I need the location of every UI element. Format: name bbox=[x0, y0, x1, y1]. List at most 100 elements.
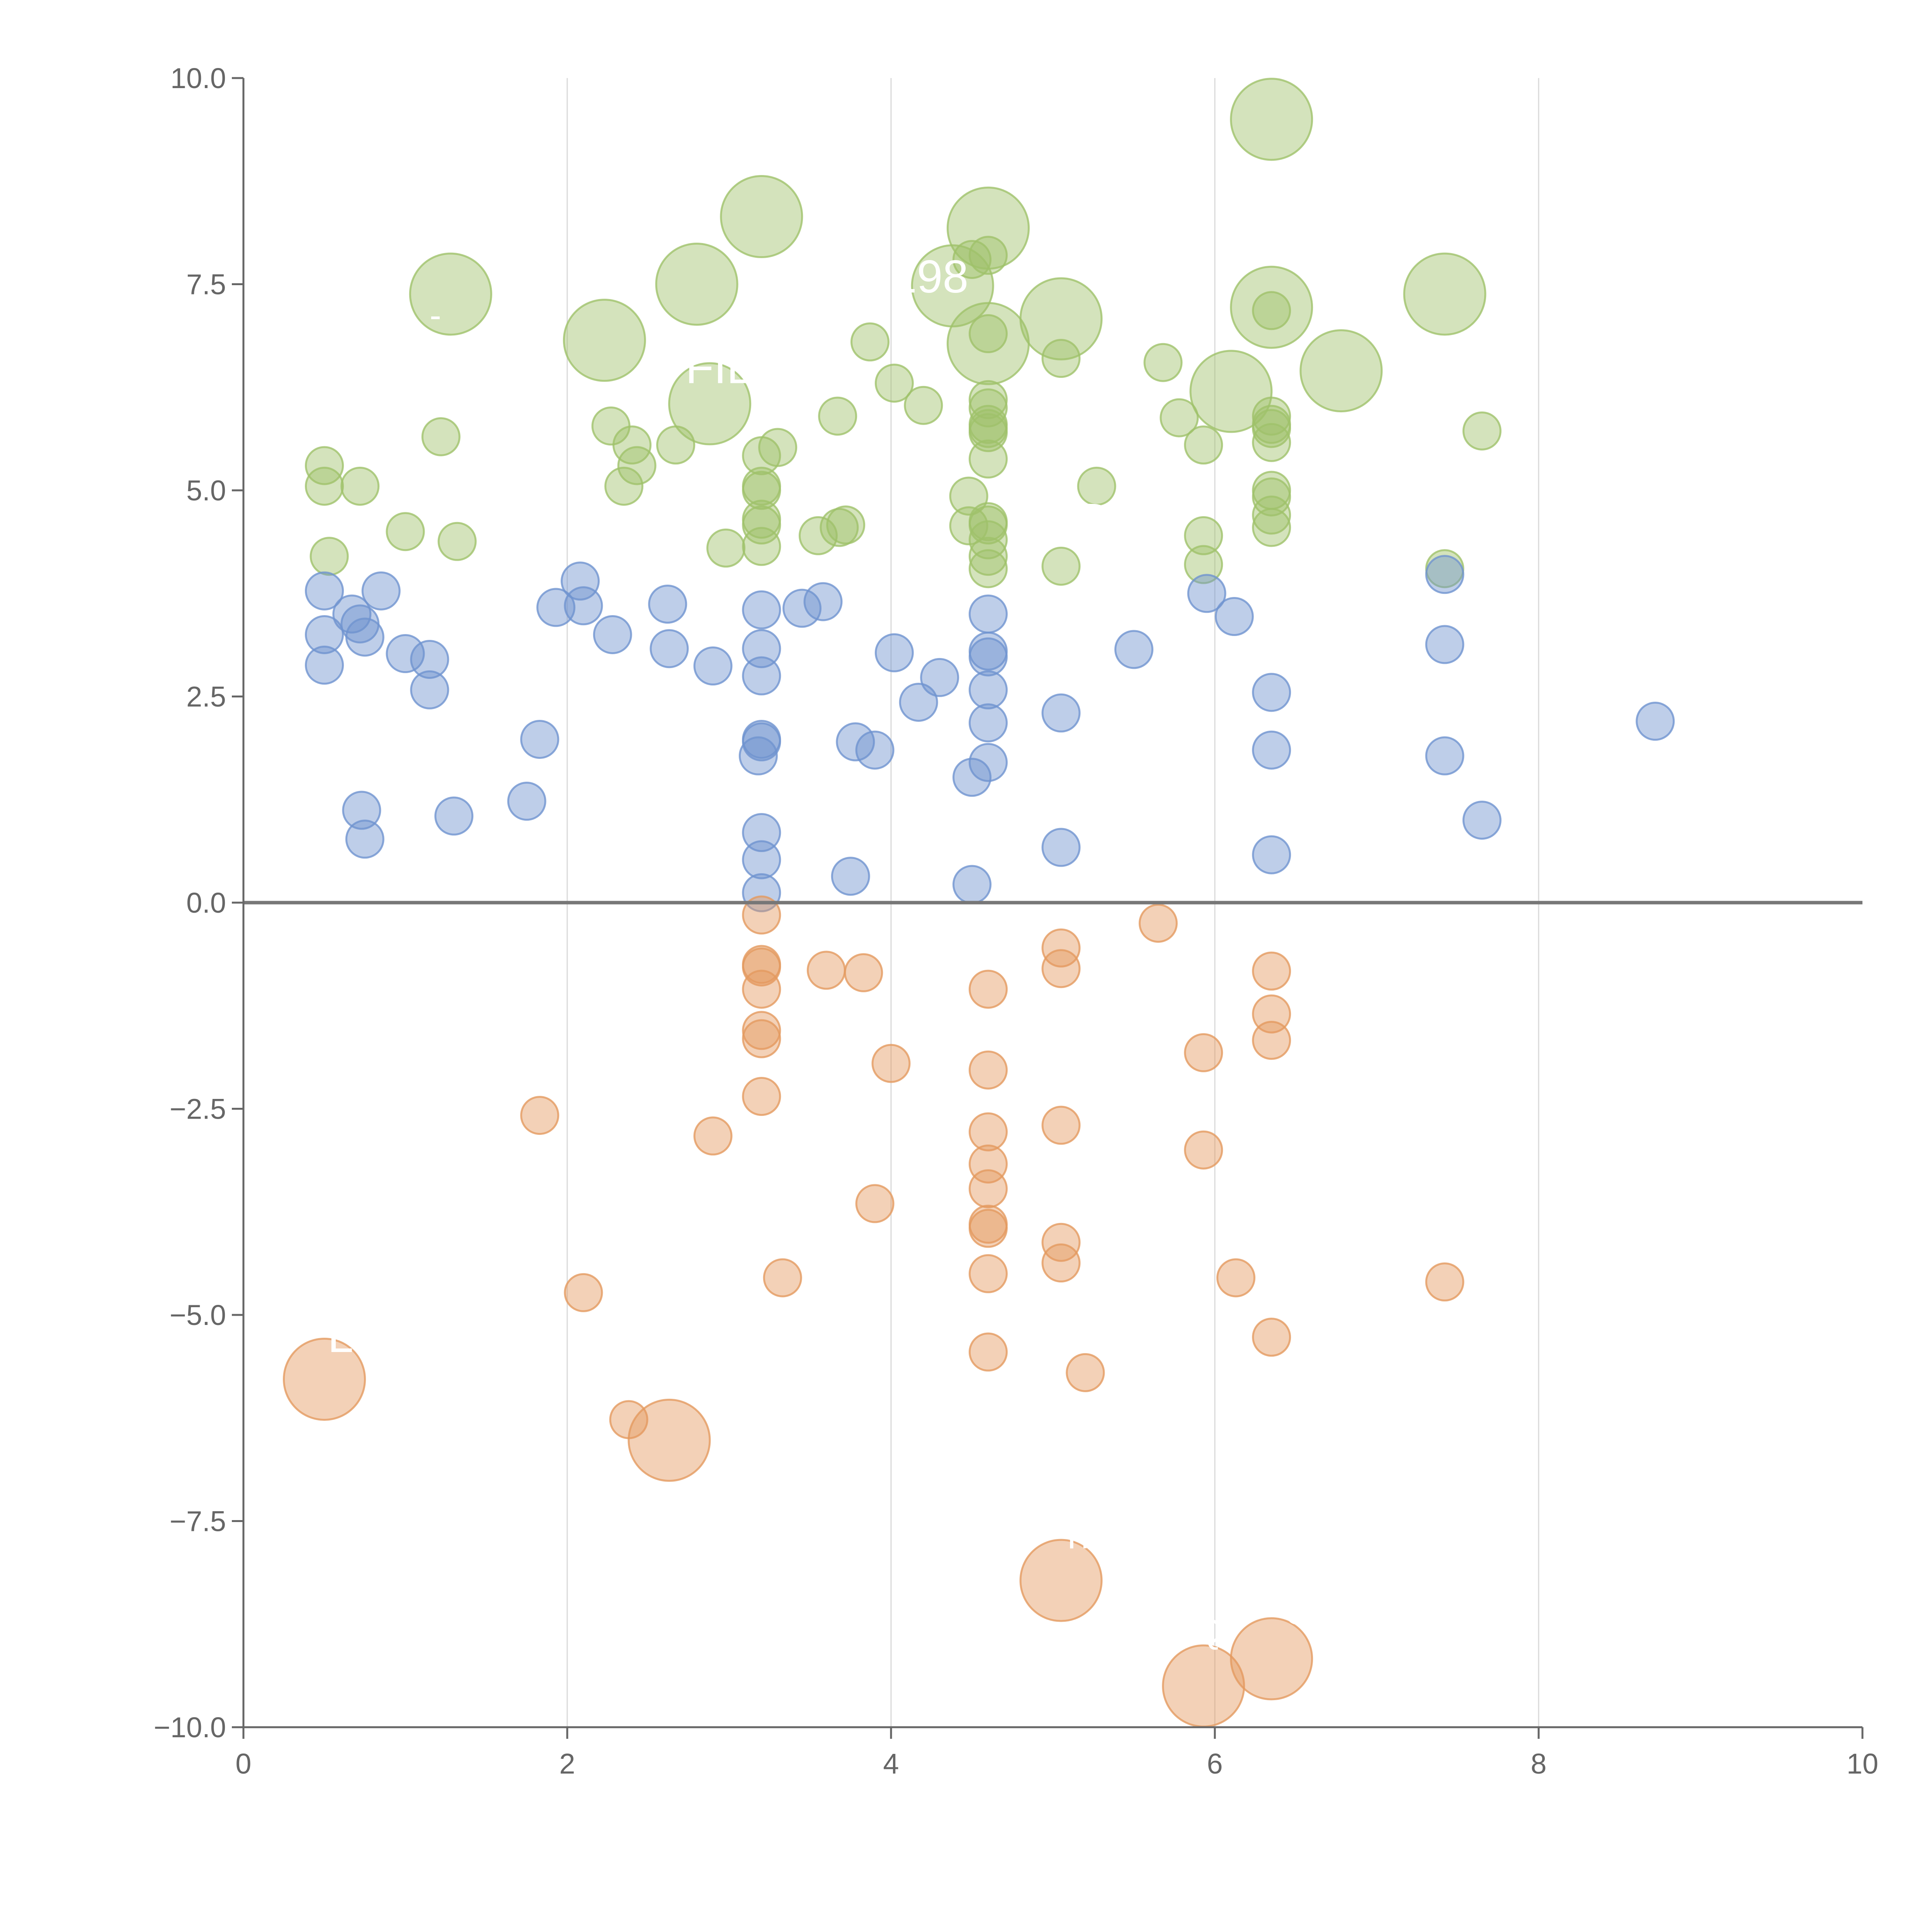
bubble-blue-54 bbox=[1252, 835, 1291, 874]
y-tick-label: 2.5 bbox=[186, 681, 226, 713]
bubble-orange-16 bbox=[968, 969, 1008, 1009]
bubble-green-1 bbox=[305, 466, 344, 506]
bubble-orange-15 bbox=[871, 1044, 911, 1083]
bubble-green-17 bbox=[742, 505, 781, 545]
bubble-orange-35 bbox=[1252, 951, 1291, 991]
bubble-green-2 bbox=[340, 466, 380, 506]
bubble-green-49 bbox=[1184, 516, 1223, 555]
bubble-blue-36 bbox=[874, 633, 914, 672]
bubble-green-large-3 bbox=[668, 362, 752, 446]
bubble-green-21 bbox=[820, 508, 859, 547]
bubble-blue-49 bbox=[1114, 630, 1153, 669]
bubble-annotation-0: 198 bbox=[891, 251, 968, 303]
bubble-blue-24 bbox=[742, 656, 781, 696]
bubble-annotation-6: C bbox=[1284, 1593, 1310, 1632]
bubble-orange-26 bbox=[1041, 949, 1081, 988]
bubble-blue-22 bbox=[742, 590, 781, 629]
bubble-orange-7 bbox=[742, 969, 781, 1009]
bubble-green-25 bbox=[874, 364, 914, 403]
bubble-annotation-1: FIL bbox=[685, 342, 752, 393]
bubble-green-large-2 bbox=[655, 243, 738, 326]
bubble-labels: 198 FIL ND L Tr Q C 0 - bbox=[328, 251, 1429, 1651]
bubble-green-large-9 bbox=[1189, 350, 1273, 433]
bubble-blue-58 bbox=[1462, 801, 1502, 840]
bubble-orange-37 bbox=[1252, 1020, 1291, 1060]
bubble-blue-14 bbox=[520, 719, 560, 759]
bubble-blue-46 bbox=[968, 743, 1008, 782]
bubble-orange-large-4 bbox=[1230, 1617, 1313, 1701]
bubble-green-large-1 bbox=[563, 299, 646, 382]
bubbles bbox=[283, 78, 1675, 1728]
y-tick-label: 0.0 bbox=[186, 887, 226, 919]
bubble-green-18 bbox=[742, 527, 781, 566]
bubble-orange-31 bbox=[1138, 903, 1178, 943]
bubble-orange-4 bbox=[742, 895, 781, 935]
bubble-green-31 bbox=[968, 314, 1008, 354]
bubble-green-39 bbox=[968, 505, 1008, 545]
bubble-blue-59 bbox=[1636, 702, 1675, 741]
bubble-green-51 bbox=[1252, 291, 1291, 330]
bubble-orange-33 bbox=[1184, 1130, 1223, 1170]
bubble-blue-27 bbox=[738, 736, 778, 776]
bubble-blue-51 bbox=[1214, 597, 1254, 636]
bubble-orange-0 bbox=[520, 1096, 560, 1135]
bubble-green-large-8 bbox=[1019, 277, 1103, 361]
bubble-blue-20 bbox=[650, 629, 689, 668]
axes: 10.0 7.5 5.0 2.5 0.0 −2.5 −5.0 −7.5 −10.0 0 2 4 6 8 10 bbox=[154, 62, 1878, 1780]
bubble-orange-17 bbox=[968, 1050, 1008, 1090]
bubble-orange-large-0 bbox=[283, 1337, 366, 1421]
bubble-blue-15 bbox=[536, 588, 576, 627]
bubble-green-61 bbox=[1462, 411, 1502, 451]
bubble-blue-40 bbox=[952, 865, 992, 904]
bubble-green-41 bbox=[968, 537, 1008, 576]
bubble-orange-8 bbox=[742, 1011, 781, 1050]
bubble-blue-52 bbox=[1252, 673, 1291, 712]
bubble-green-large-0 bbox=[409, 252, 492, 336]
bubble-green-50 bbox=[1184, 545, 1223, 584]
bubble-green-48 bbox=[1184, 425, 1223, 465]
bubble-blue-31 bbox=[782, 588, 822, 628]
bubble-blue-44 bbox=[968, 670, 1008, 709]
bubble-blue-5 bbox=[345, 617, 384, 657]
bubble-blue-39 bbox=[952, 758, 992, 797]
bubble-green-6 bbox=[437, 522, 477, 561]
bubble-green-26 bbox=[904, 386, 943, 425]
bubble-green-55 bbox=[1252, 423, 1291, 462]
y-tick-label: 5.0 bbox=[186, 474, 226, 507]
bubble-annotation-8: - bbox=[430, 296, 441, 335]
bubble-green-46 bbox=[1143, 343, 1183, 382]
bubble-orange-23 bbox=[968, 1254, 1008, 1293]
bubble-green-large-12 bbox=[1299, 329, 1383, 413]
bubble-green-47 bbox=[1160, 398, 1199, 437]
bubble-green-45 bbox=[1077, 466, 1116, 506]
bubble-blue-11 bbox=[345, 820, 384, 859]
bubble-blue-21 bbox=[693, 646, 733, 686]
bubble-green-42 bbox=[968, 549, 1008, 588]
bubble-blue-41 bbox=[968, 594, 1008, 634]
bubble-orange-29 bbox=[1041, 1243, 1081, 1283]
bubble-green-large-10 bbox=[1230, 78, 1313, 161]
bubble-green-9 bbox=[617, 446, 656, 485]
bubble-blue-7 bbox=[386, 634, 425, 673]
x-tick-label: 4 bbox=[883, 1748, 899, 1780]
bubble-orange-1 bbox=[564, 1273, 603, 1312]
bubble-blue-1 bbox=[305, 615, 344, 654]
bubble-blue-17 bbox=[564, 586, 603, 626]
bubble-green-3 bbox=[310, 537, 349, 576]
bubble-green-58 bbox=[1252, 495, 1291, 535]
bubble-orange-24 bbox=[968, 1332, 1008, 1372]
bubble-blue-18 bbox=[593, 615, 632, 654]
bubble-blue-28 bbox=[742, 813, 781, 852]
bubble-orange-30 bbox=[1066, 1353, 1105, 1392]
bubble-blue-26 bbox=[742, 722, 781, 762]
bubble-blue-8 bbox=[410, 639, 449, 679]
bubble-green-12 bbox=[706, 528, 746, 568]
bubble-green-10 bbox=[604, 466, 644, 506]
bubble-blue-19 bbox=[648, 584, 687, 624]
x-tick-label: 10 bbox=[1847, 1748, 1878, 1780]
bubble-green-large-4 bbox=[720, 175, 803, 259]
bubble-orange-32 bbox=[1184, 1033, 1223, 1072]
bubble-blue-32 bbox=[803, 582, 843, 621]
bubble-blue-48 bbox=[1041, 828, 1081, 867]
